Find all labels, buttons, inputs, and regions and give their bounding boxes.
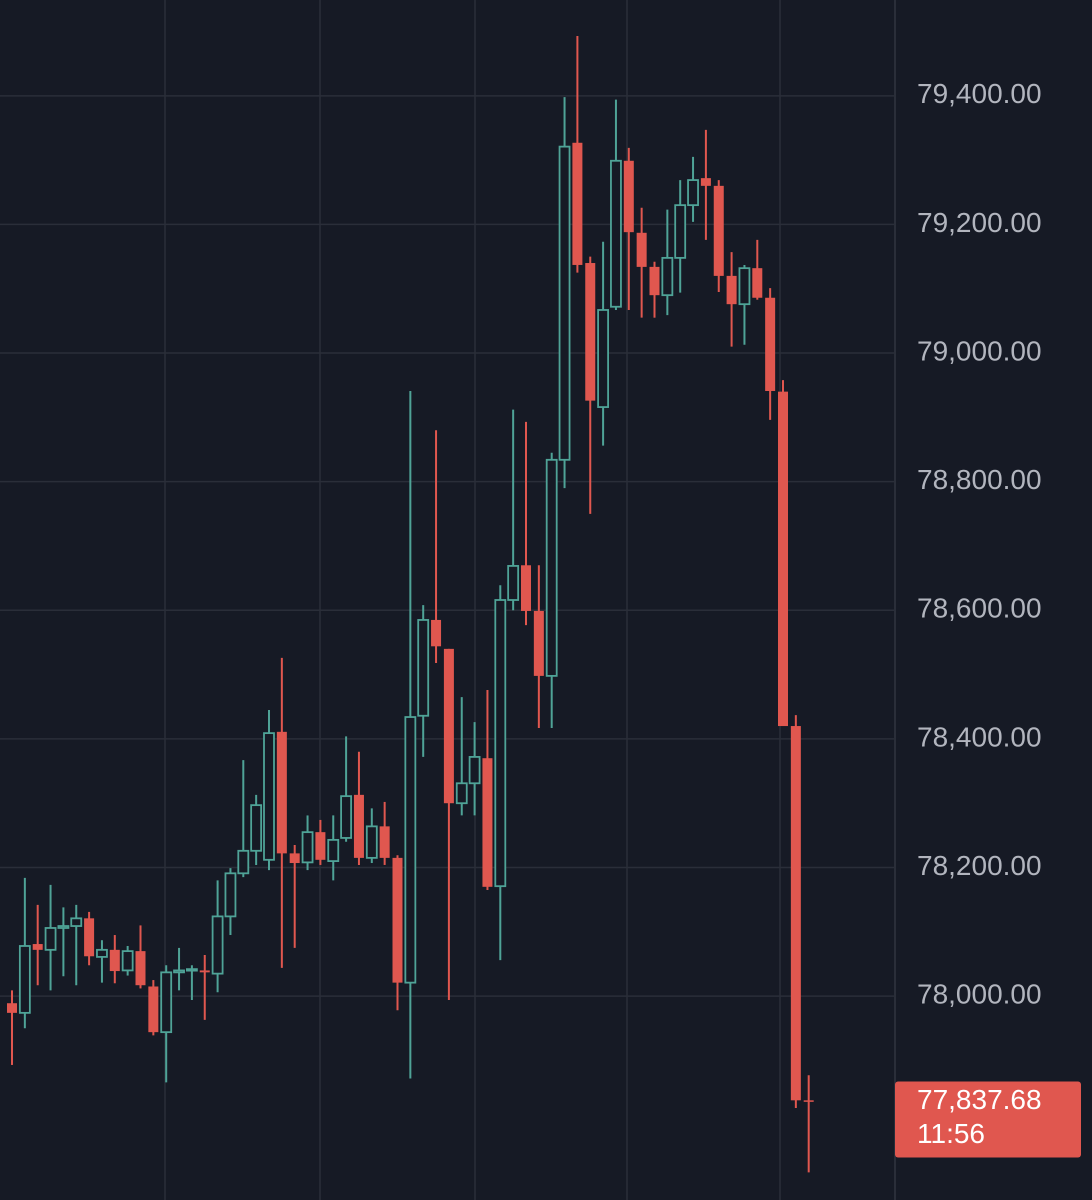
candle-body (315, 832, 326, 860)
candle-body (224, 872, 237, 918)
candle-body (70, 917, 83, 927)
candle-body (726, 275, 737, 305)
candle-body (109, 949, 120, 972)
candle-body (482, 758, 493, 887)
candle-body (738, 267, 751, 306)
candle-body (44, 927, 57, 951)
y-tick-label: 79,400.00 (917, 78, 1042, 109)
candle-body (353, 794, 364, 858)
candle-body (199, 970, 210, 973)
last-price-box (895, 1081, 1081, 1158)
candle-body (455, 782, 468, 805)
candle-body (32, 944, 43, 950)
y-tick-label: 78,600.00 (917, 593, 1042, 624)
candle-body (289, 853, 300, 864)
y-tick-label: 78,800.00 (917, 464, 1042, 495)
candle-body (301, 831, 314, 864)
candle-body (96, 948, 108, 958)
candle-body (636, 232, 647, 267)
y-tick-label: 78,200.00 (917, 850, 1042, 881)
candle-body (765, 297, 776, 391)
y-tick-label: 78,400.00 (917, 721, 1042, 752)
candle-body (507, 565, 520, 601)
candle-body (431, 619, 442, 647)
candle-body (610, 159, 622, 308)
candle-body (57, 925, 70, 929)
candle-body (443, 648, 454, 804)
y-tick-label: 79,000.00 (917, 335, 1042, 366)
candle-body (790, 726, 801, 1101)
candle-body (558, 145, 571, 461)
candle-body (545, 458, 558, 677)
candle-body (803, 1100, 814, 1102)
candle-body (340, 795, 353, 839)
candle-body (7, 1003, 17, 1013)
candle-body (211, 915, 224, 975)
candle-body (597, 309, 609, 408)
candle-body (160, 971, 173, 1034)
y-tick-label: 78,000.00 (917, 979, 1042, 1010)
candle-body (649, 266, 660, 296)
candle-body (687, 179, 699, 207)
last-price-label: 77,837.68 (917, 1084, 1042, 1115)
candle-body (674, 204, 687, 259)
candle-body (84, 918, 95, 957)
candle-body (585, 263, 596, 401)
candle-body (572, 142, 583, 265)
candle-body (365, 825, 378, 859)
candle-body (468, 756, 481, 785)
candle-body (533, 610, 544, 676)
countdown-label: 11:56 (917, 1118, 985, 1149)
candle-body (18, 945, 31, 1014)
candle-body (661, 256, 674, 297)
candle-body (173, 969, 185, 974)
candle-body (185, 968, 198, 972)
candle-body (392, 857, 403, 983)
candle-body (327, 838, 340, 862)
candle-body (521, 565, 531, 611)
candle-body (121, 950, 134, 972)
candle-body (135, 951, 146, 986)
candle-body (404, 716, 417, 984)
candle-body (713, 185, 724, 276)
candle-body (494, 599, 507, 888)
candle-body (700, 178, 711, 186)
candle-body (379, 826, 390, 858)
candle-body (237, 849, 250, 875)
candle-body (148, 986, 159, 1033)
candle-body (752, 268, 763, 298)
candle-body (623, 160, 634, 233)
candle-body (263, 732, 275, 861)
candle-body (250, 804, 263, 852)
candle-body (276, 731, 287, 854)
candle-body (417, 619, 430, 717)
y-tick-label: 79,200.00 (917, 207, 1042, 238)
candle-body (778, 391, 788, 727)
